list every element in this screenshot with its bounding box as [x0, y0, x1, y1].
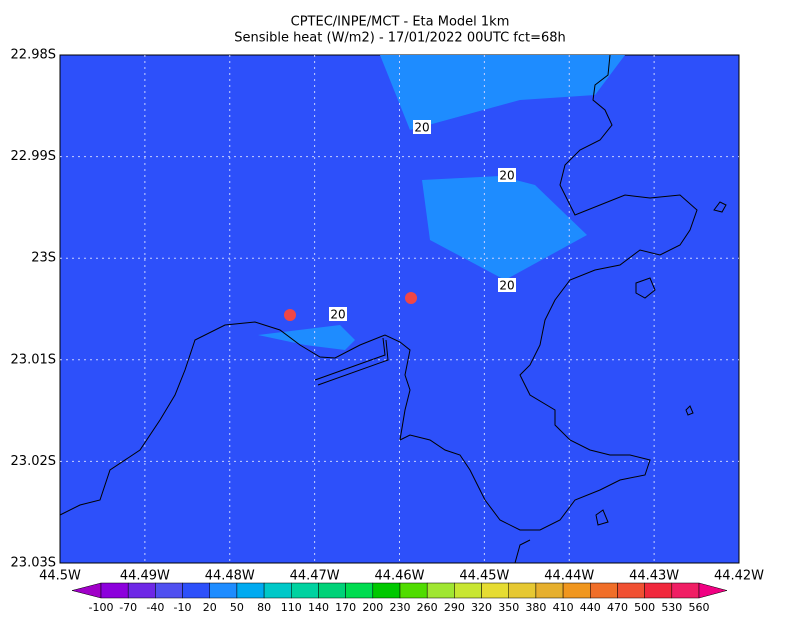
lat-label: 23.03S	[11, 556, 56, 571]
colorbar-segment	[617, 582, 645, 599]
station-marker	[284, 309, 296, 321]
contour-label: 20	[414, 121, 429, 135]
colorbar-segment	[426, 582, 455, 599]
colorbar-segment	[209, 582, 238, 599]
breakwater	[314, 337, 389, 386]
colorbar: -100 -70 -40 -10 20 50 80 110 140 170 200 230 260 290…	[71, 582, 728, 614]
colorbar-label: -100	[89, 601, 114, 614]
lon-label: 44.42W	[714, 569, 764, 584]
colorbar-segment	[535, 582, 564, 599]
subtitle: Sensible heat (W/m2) - 17/01/2022 00UTC …	[234, 31, 566, 46]
colorbar-label: 320	[471, 601, 492, 614]
colorbar-segment	[100, 582, 129, 599]
colorbar-segment	[454, 582, 482, 599]
colorbar-label: 500	[634, 601, 655, 614]
colorbar-segment	[236, 582, 265, 599]
lat-label: 23S	[31, 251, 56, 266]
contour-label: 20	[499, 279, 514, 293]
lon-label: 44.43W	[629, 569, 679, 584]
colorbar-segment	[399, 582, 428, 599]
lon-label: 44.48W	[205, 569, 255, 584]
coastline	[59, 321, 411, 516]
coastline	[514, 539, 531, 564]
station-marker	[405, 292, 417, 304]
lon-label: 44.46W	[374, 569, 424, 584]
grid	[60, 55, 739, 563]
colorbar-segment	[345, 582, 374, 599]
colorbar-segment	[590, 582, 618, 599]
colorbar-segment	[182, 582, 210, 599]
colorbar-segment	[481, 582, 509, 599]
coastline	[399, 54, 698, 531]
colorbar-label: 110	[281, 601, 302, 614]
colorbar-label: -40	[146, 601, 164, 614]
colorbar-label: 20	[203, 601, 217, 614]
colorbar-label: 140	[308, 601, 329, 614]
contour-region	[380, 55, 625, 130]
colorbar-label: 290	[444, 601, 465, 614]
lon-label: 44.47W	[290, 569, 340, 584]
colorbar-label: 170	[335, 601, 356, 614]
contour-label-box	[498, 278, 516, 292]
colorbar-segment	[372, 582, 401, 599]
colorbar-label: 560	[689, 601, 710, 614]
colorbar-label: 410	[553, 601, 574, 614]
lat-label: 23.02S	[11, 454, 56, 469]
colorbar-segment	[263, 582, 292, 599]
colorbar-segment	[671, 582, 700, 599]
island	[595, 201, 727, 526]
colorbar-label: 380	[525, 601, 546, 614]
colorbar-label: 470	[607, 601, 628, 614]
title: CPTEC/INPE/MCT - Eta Model 1km	[291, 15, 510, 30]
contour-region	[422, 176, 587, 280]
colorbar-label: -10	[174, 601, 192, 614]
lat-label: 22.98S	[11, 48, 56, 63]
contour-region	[258, 325, 355, 350]
colorbar-segment	[562, 582, 591, 599]
colorbar-label: 200	[362, 601, 383, 614]
colorbar-label: 530	[661, 601, 682, 614]
contour-label-box	[413, 120, 431, 134]
colorbar-label: 80	[257, 601, 271, 614]
colorbar-label: 50	[230, 601, 244, 614]
lat-label: 23.01S	[11, 352, 56, 367]
lat-label: 22.99S	[11, 149, 56, 164]
colorbar-label: 440	[580, 601, 601, 614]
colorbar-label: 350	[498, 601, 519, 614]
contour-label: 20	[330, 308, 345, 322]
lon-label: 44.49W	[120, 569, 170, 584]
colorbar-label: 260	[417, 601, 438, 614]
colorbar-segment	[644, 582, 673, 599]
contour-label-box	[329, 307, 347, 321]
colorbar-segment	[508, 582, 537, 599]
colorbar-segment	[318, 582, 346, 599]
colorbar-arrow	[71, 582, 102, 599]
contour-label: 20	[499, 169, 514, 183]
colorbar-segment	[127, 582, 156, 599]
colorbar-segment	[155, 582, 183, 599]
lon-label: 44.44W	[544, 569, 594, 584]
colorbar-label: -70	[119, 601, 137, 614]
colorbar-segment	[291, 582, 319, 599]
lon-label: 44.5W	[39, 569, 81, 584]
colorbar-arrow	[698, 582, 728, 599]
contour-label-box	[498, 168, 516, 182]
colorbar-label: 230	[390, 601, 411, 614]
lon-label: 44.45W	[459, 569, 509, 584]
